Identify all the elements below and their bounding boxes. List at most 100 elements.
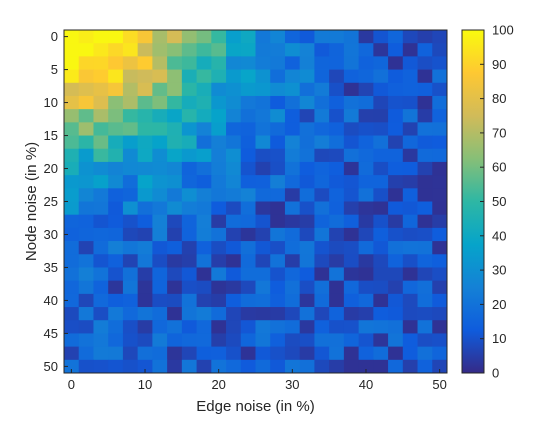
- heatmap-cell: [137, 109, 153, 123]
- y-axis-title: Node noise (in %): [23, 142, 40, 261]
- heatmap-cell: [432, 109, 448, 123]
- heatmap-cell: [284, 267, 301, 282]
- heatmap-cell: [388, 227, 404, 242]
- heatmap-cell: [402, 333, 418, 348]
- heatmap-cell: [167, 333, 183, 348]
- heatmap-cell: [108, 82, 124, 97]
- x-axis-ticks: 0 10 20 30 40 50: [68, 369, 447, 392]
- heatmap-cell: [64, 30, 80, 44]
- heatmap-cell: [152, 161, 168, 176]
- heatmap-cell: [432, 30, 448, 44]
- heatmap-cell: [358, 201, 374, 216]
- heatmap-cell: [373, 307, 389, 321]
- heatmap-cell: [270, 109, 286, 123]
- heatmap-cell: [314, 95, 330, 110]
- heatmap-cell: [122, 148, 139, 163]
- heatmap-cell: [211, 320, 227, 334]
- heatmap-cell: [64, 43, 80, 57]
- heatmap-cell: [64, 56, 80, 70]
- heatmap-cell: [226, 359, 242, 374]
- heatmap-cell: [270, 69, 286, 84]
- heatmap-cell: [255, 148, 271, 163]
- heatmap-cell: [152, 293, 168, 308]
- heatmap-cell: [402, 227, 418, 242]
- heatmap-cell: [240, 148, 256, 163]
- heatmap-cell: [196, 69, 212, 84]
- heatmap-cell: [137, 148, 153, 163]
- heatmap-cell: [373, 227, 389, 242]
- heatmap-cell: [152, 122, 168, 136]
- heatmap-cell: [152, 82, 168, 97]
- heatmap-cell: [417, 188, 433, 202]
- heatmap-cell: [122, 227, 139, 242]
- heatmap-cell: [181, 109, 197, 123]
- heatmap-cell: [402, 69, 418, 84]
- heatmap-cell: [402, 293, 418, 308]
- heatmap-cell: [167, 254, 183, 268]
- heatmap-cell: [226, 267, 242, 282]
- heatmap-cell: [93, 43, 109, 57]
- heatmap-cell: [343, 201, 360, 216]
- heatmap-cell: [270, 30, 286, 44]
- heatmap-cell: [388, 307, 404, 321]
- heatmap-cell: [314, 135, 330, 150]
- heatmap-cell: [152, 307, 168, 321]
- heatmap-cell: [108, 56, 124, 70]
- heatmap-cell: [211, 56, 227, 70]
- heatmap-cell: [137, 333, 153, 348]
- heatmap-cell: [167, 293, 183, 308]
- heatmap-cell: [255, 267, 271, 282]
- heatmap-cell: [137, 307, 153, 321]
- heatmap-cell: [122, 95, 139, 110]
- colorbar-tick-label: 60: [492, 160, 506, 175]
- heatmap-cell: [329, 175, 345, 189]
- heatmap-cell: [137, 227, 153, 242]
- heatmap-cell: [226, 175, 242, 189]
- heatmap-cell: [388, 30, 404, 44]
- heatmap-cell: [255, 175, 271, 189]
- heatmap-cell: [270, 267, 286, 282]
- y-tick-label: 15: [44, 128, 58, 143]
- heatmap-cell: [122, 307, 139, 321]
- heatmap-cell: [226, 333, 242, 348]
- heatmap-cell: [373, 30, 389, 44]
- heatmap-cell: [373, 148, 389, 163]
- heatmap-cell: [432, 95, 448, 110]
- heatmap-cell: [211, 188, 227, 202]
- heatmap-cell: [314, 267, 330, 282]
- heatmap-cell: [152, 346, 168, 361]
- heatmap-cell: [373, 188, 389, 202]
- heatmap-cell: [432, 333, 448, 348]
- heatmap-cell: [402, 214, 418, 229]
- heatmap-cell: [152, 280, 168, 295]
- heatmap-cell: [270, 82, 286, 97]
- heatmap-cell: [417, 293, 433, 308]
- heatmap-cell: [196, 293, 212, 308]
- heatmap-cell: [358, 69, 374, 84]
- heatmap-cell: [167, 188, 183, 202]
- heatmap-cell: [358, 82, 374, 97]
- heatmap-cell: [211, 254, 227, 268]
- heatmap-cell: [211, 307, 227, 321]
- heatmap-cell: [284, 307, 301, 321]
- heatmap-cell: [388, 82, 404, 97]
- heatmap-cell: [299, 241, 315, 255]
- heatmap-cell: [432, 293, 448, 308]
- heatmap-cell: [64, 227, 80, 242]
- heatmap-cell: [255, 227, 271, 242]
- heatmap-cell: [122, 161, 139, 176]
- heatmap-cell: [108, 293, 124, 308]
- heatmap-cell: [329, 148, 345, 163]
- heatmap-cell: [64, 109, 80, 123]
- heatmap-cell: [152, 254, 168, 268]
- heatmap-cell: [284, 43, 301, 57]
- heatmap-cell: [358, 188, 374, 202]
- heatmap-cell: [284, 175, 301, 189]
- heatmap-cell: [78, 109, 94, 123]
- heatmap-cell: [108, 69, 124, 84]
- heatmap-cell: [373, 201, 389, 216]
- heatmap-cell: [255, 135, 271, 150]
- heatmap-cell: [299, 359, 315, 374]
- heatmap-cell: [78, 359, 94, 374]
- heatmap-cell: [284, 280, 301, 295]
